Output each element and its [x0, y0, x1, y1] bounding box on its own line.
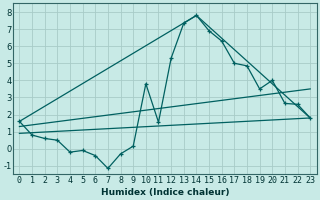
X-axis label: Humidex (Indice chaleur): Humidex (Indice chaleur): [100, 188, 229, 197]
